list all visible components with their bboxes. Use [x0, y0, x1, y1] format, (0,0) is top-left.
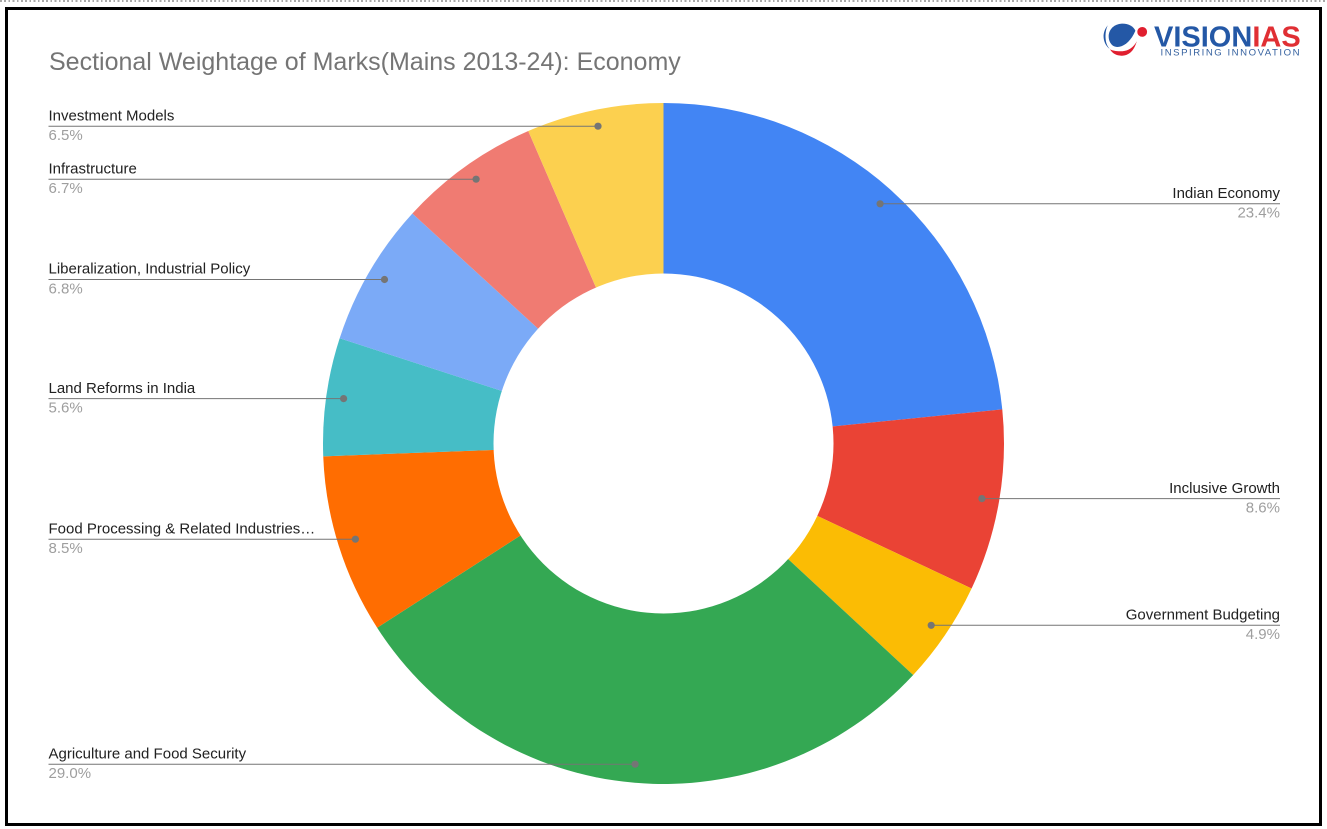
svg-text:5.6%: 5.6%: [49, 399, 83, 416]
svg-text:Investment Models: Investment Models: [49, 107, 175, 124]
svg-text:Land Reforms in India: Land Reforms in India: [49, 380, 196, 397]
svg-text:6.7%: 6.7%: [49, 180, 83, 197]
svg-text:8.5%: 8.5%: [49, 540, 83, 557]
svg-text:6.8%: 6.8%: [49, 280, 83, 297]
svg-text:6.5%: 6.5%: [49, 127, 83, 144]
svg-text:Inclusive Growth: Inclusive Growth: [1169, 480, 1280, 497]
svg-text:29.0%: 29.0%: [49, 765, 92, 782]
svg-text:Liberalization, Industrial Pol: Liberalization, Industrial Policy: [49, 261, 251, 278]
svg-text:VISIONIAS: VISIONIAS: [1154, 22, 1301, 54]
svg-text:INSPIRING INNOVATION: INSPIRING INNOVATION: [1161, 47, 1300, 58]
svg-text:Agriculture and Food Security: Agriculture and Food Security: [49, 745, 247, 762]
svg-text:Indian Economy: Indian Economy: [1172, 185, 1280, 202]
svg-text:Government Budgeting: Government Budgeting: [1126, 607, 1280, 624]
svg-text:Food Processing & Related Indu: Food Processing & Related Industries…: [49, 520, 316, 537]
svg-text:4.9%: 4.9%: [1246, 626, 1280, 643]
svg-text:Infrastructure: Infrastructure: [49, 160, 137, 177]
svg-text:8.6%: 8.6%: [1246, 499, 1280, 516]
svg-text:23.4%: 23.4%: [1237, 205, 1280, 222]
svg-text:Sectional Weightage of Marks(M: Sectional Weightage of Marks(Mains 2013-…: [49, 48, 681, 76]
